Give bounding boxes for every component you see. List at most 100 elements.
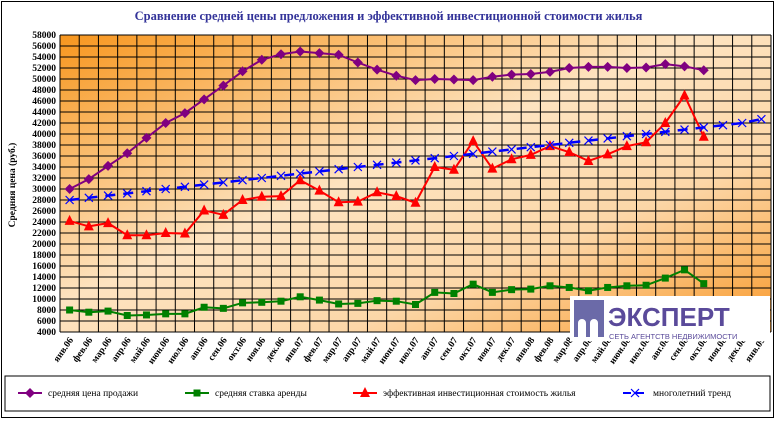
data-point <box>737 118 747 128</box>
y-tick-label: 44000 <box>32 108 56 118</box>
data-point <box>372 160 382 170</box>
data-point <box>238 175 247 185</box>
data-point <box>354 299 362 307</box>
data-point <box>525 69 536 80</box>
y-tick-label: 38000 <box>32 141 56 151</box>
data-point <box>630 388 640 398</box>
data-point <box>641 129 651 139</box>
y-tick-label: 46000 <box>32 97 56 107</box>
data-point <box>565 283 573 291</box>
data-point <box>449 151 459 161</box>
y-tick-label: 36000 <box>32 152 56 162</box>
data-point <box>681 266 689 274</box>
data-point <box>218 208 229 219</box>
data-point <box>122 148 133 159</box>
data-point <box>487 162 498 173</box>
data-point <box>142 311 150 319</box>
data-point <box>122 229 133 240</box>
data-point <box>698 130 709 141</box>
data-point <box>360 387 370 397</box>
y-tick-label: 4000 <box>37 328 56 338</box>
y-tick-label: 54000 <box>32 53 56 63</box>
data-point <box>372 64 383 75</box>
y-tick-label: 24000 <box>32 218 56 228</box>
x-tick-label: ноя.07 <box>475 336 499 364</box>
data-point <box>583 61 594 72</box>
data-point <box>372 186 383 197</box>
data-point <box>25 388 35 398</box>
data-point <box>219 304 227 312</box>
data-point <box>122 188 132 198</box>
data-point <box>621 140 632 151</box>
data-point <box>83 220 94 231</box>
x-tick-label: мар.06 <box>90 336 115 365</box>
y-tick-label: 28000 <box>32 196 56 206</box>
data-point <box>412 301 419 308</box>
data-point <box>679 61 690 72</box>
data-point <box>162 310 170 318</box>
y-axis-label: Средняя цена (руб.) <box>7 143 18 228</box>
data-point <box>103 217 114 228</box>
legend-item: средняя цена продажи <box>18 388 138 399</box>
data-point <box>679 89 690 100</box>
data-point <box>430 153 440 163</box>
data-point <box>583 154 594 165</box>
data-point <box>429 161 440 171</box>
data-point <box>200 303 208 311</box>
y-tick-label: 40000 <box>32 130 56 140</box>
y-tick-label: 56000 <box>32 42 56 52</box>
data-point <box>64 184 75 194</box>
data-point <box>181 310 189 318</box>
y-tick-label: 10000 <box>32 295 56 305</box>
data-point <box>391 190 402 201</box>
data-point <box>391 70 402 81</box>
data-point <box>256 190 267 201</box>
data-point <box>315 296 323 304</box>
data-point <box>545 140 555 150</box>
data-point <box>660 127 670 137</box>
data-point <box>141 132 152 143</box>
data-point <box>718 120 728 130</box>
data-point <box>237 66 248 77</box>
series-2 <box>64 89 709 240</box>
data-point <box>641 62 652 73</box>
data-point <box>621 63 632 73</box>
series-line <box>69 50 704 190</box>
data-point <box>199 94 210 105</box>
data-point <box>564 138 574 148</box>
data-point <box>526 142 536 152</box>
data-point <box>314 48 325 59</box>
data-point <box>352 57 363 68</box>
x-tick-label: ноя.06 <box>245 336 269 364</box>
data-point <box>333 49 344 60</box>
data-point <box>66 306 74 314</box>
data-point <box>410 196 421 207</box>
y-tick-label: 26000 <box>32 207 56 217</box>
data-point <box>545 66 556 77</box>
data-point <box>335 300 343 308</box>
x-tick-label: мар.07 <box>321 336 346 365</box>
data-point <box>296 293 304 301</box>
data-point <box>660 59 671 70</box>
data-point <box>65 195 75 205</box>
y-tick-label: 14000 <box>32 273 56 283</box>
data-point <box>680 125 689 135</box>
series-1 <box>66 266 708 319</box>
data-point <box>468 135 479 146</box>
data-point <box>295 46 306 57</box>
data-point <box>546 282 554 290</box>
data-point <box>410 75 421 86</box>
data-point <box>295 174 306 185</box>
y-tick-label: 48000 <box>32 86 56 96</box>
data-point <box>295 169 305 179</box>
y-tick-label: 30000 <box>32 185 56 195</box>
data-point <box>661 274 669 282</box>
series-0 <box>64 46 709 194</box>
legend-label: эффективная инвестиционная стоимость жил… <box>383 388 576 399</box>
data-point <box>487 147 497 157</box>
y-tick-label: 32000 <box>32 174 56 184</box>
data-point <box>160 118 171 128</box>
data-point <box>85 308 93 316</box>
logo-name: ЭКСПЕРТ <box>608 302 730 332</box>
data-point <box>700 280 708 288</box>
